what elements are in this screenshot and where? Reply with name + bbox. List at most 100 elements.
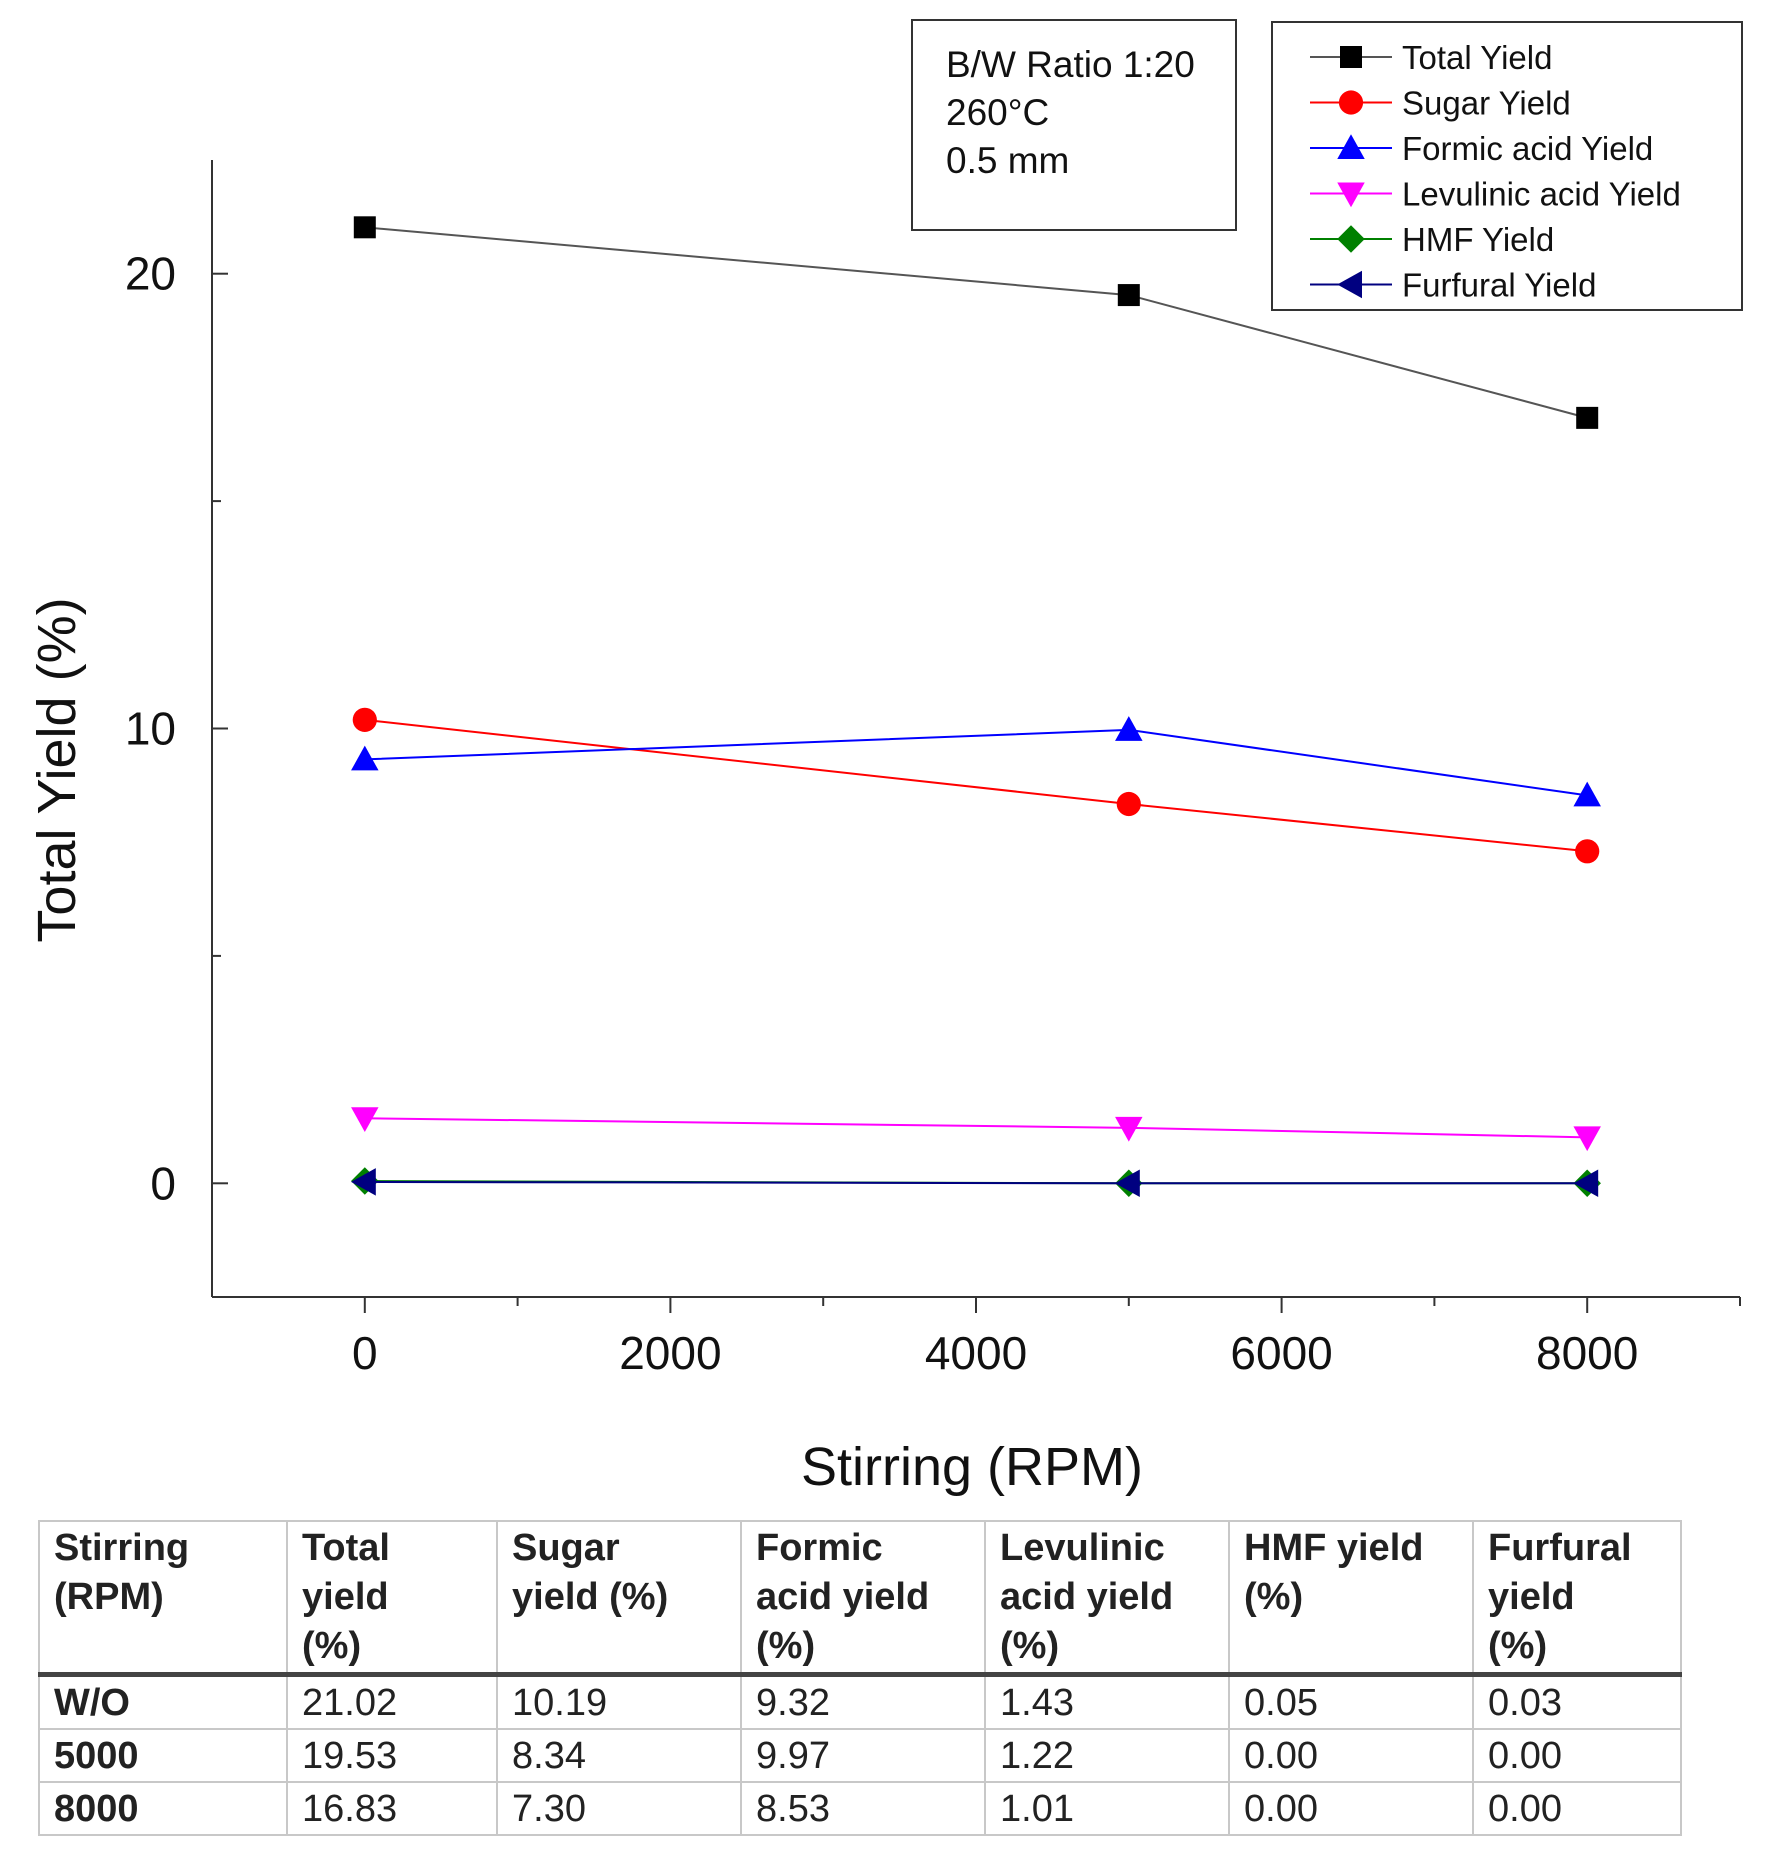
y-tick-label: 20 (125, 248, 176, 300)
x-tick-label: 4000 (925, 1327, 1027, 1379)
table-cell: 0.00 (1472, 1782, 1682, 1836)
data-point (1116, 791, 1141, 817)
axes: 0 2000 4000 6000 8000 0 10 20 (125, 160, 1741, 1379)
table-cell: 0.00 (1228, 1782, 1474, 1836)
table-row: W/O 21.02 10.19 9.32 1.43 0.05 0.03 (38, 1674, 1682, 1730)
table-cell: 0.05 (1228, 1674, 1474, 1730)
series-total-yield (353, 216, 1599, 429)
table-cell: 16.83 (286, 1782, 498, 1836)
table-cell: 1.22 (984, 1729, 1230, 1783)
yield-data-table: Stirring (RPM) Total yield (%) Sugar yield (%)… (38, 1520, 1682, 1836)
yield-data-table-container: Stirring (RPM) Total yield (%) Sugar yield (%)… (38, 1520, 1682, 1836)
header-line: HMF yield (1244, 1527, 1424, 1569)
table-cell: 1.43 (984, 1674, 1230, 1730)
series-layer (351, 216, 1601, 1198)
header-line: Formic (756, 1527, 883, 1569)
legend-marker (1337, 182, 1365, 208)
x-tick-label: 2000 (619, 1327, 721, 1379)
legend-marker (1338, 90, 1364, 115)
header-line: yield (1488, 1576, 1575, 1618)
table-cell: W/O (38, 1674, 288, 1730)
data-point (1576, 406, 1599, 429)
legend-label: Sugar Yield (1402, 85, 1571, 122)
data-point (1115, 1169, 1140, 1198)
table-cell: 8.34 (496, 1729, 742, 1783)
legend-marker (1337, 270, 1362, 299)
table-cell: 10.19 (496, 1674, 742, 1730)
header-line: Sugar (512, 1527, 620, 1569)
table-row: 8000 16.83 7.30 8.53 1.01 0.00 0.00 (38, 1782, 1682, 1836)
table-header-cell: Sugar yield (%) (496, 1520, 742, 1677)
header-line: (%) (1488, 1625, 1548, 1667)
legend-marker (1340, 46, 1362, 68)
series-line (364, 1117, 1588, 1139)
header-line: (%) (1000, 1625, 1060, 1667)
y-tick-label: 0 (150, 1157, 176, 1209)
header-line: yield (%) (512, 1576, 669, 1618)
data-point (1115, 1116, 1143, 1142)
legend-marker (1337, 134, 1365, 159)
data-point (1573, 1169, 1599, 1198)
data-point (1115, 716, 1143, 741)
table-cell: 8.53 (740, 1782, 986, 1836)
header-line: (%) (756, 1625, 816, 1667)
table-header-cell: Furfural yield (%) (1472, 1520, 1682, 1677)
header-line: acid yield (756, 1576, 930, 1618)
table-row: 5000 19.53 8.34 9.97 1.22 0.00 0.00 (38, 1729, 1682, 1783)
condition-size: 0.5 mm (946, 140, 1069, 181)
x-tick-label: 0 (352, 1327, 378, 1379)
table-header-cell: Levulinic acid yield (%) (984, 1520, 1230, 1677)
legend-label: Levulinic acid Yield (1402, 176, 1681, 213)
x-tick-label: 8000 (1536, 1327, 1638, 1379)
table-cell: 8000 (38, 1782, 288, 1836)
x-tick-label: 6000 (1230, 1327, 1332, 1379)
data-point (1575, 839, 1600, 864)
legend: Total Yield Sugar Yield Formic acid Yield L… (1271, 21, 1743, 311)
table-header-cell: HMF yield (%) (1228, 1520, 1474, 1677)
table-cell: 0.00 (1472, 1729, 1682, 1783)
table-cell: 9.32 (740, 1674, 986, 1730)
header-line: yield (302, 1576, 389, 1618)
data-point (351, 745, 379, 771)
legend-label: Formic acid Yield (1402, 130, 1653, 167)
series-furfural-yield (351, 1168, 1599, 1198)
legend-label: Total Yield (1402, 39, 1552, 76)
data-point (351, 1168, 376, 1196)
table-header-row: Stirring (RPM) Total yield (%) Sugar yield (%)… (38, 1520, 1682, 1677)
table-cell: 0.00 (1228, 1729, 1474, 1783)
y-tick-label: 10 (125, 703, 176, 755)
table-cell: 0.03 (1472, 1674, 1682, 1730)
table-header-cell: Total yield (%) (286, 1520, 498, 1677)
yield-chart: 0 2000 4000 6000 8000 0 10 20 Total Yield (%) S… (27, 19, 1743, 1497)
data-point (1117, 284, 1140, 307)
table-cell: 7.30 (496, 1782, 742, 1836)
series-formic-acid-yield (351, 716, 1601, 807)
legend-label: Furfural Yield (1402, 267, 1596, 304)
data-point (351, 1107, 379, 1133)
series-line (364, 718, 1588, 853)
header-line: Levulinic (1000, 1527, 1165, 1569)
table-cell: 21.02 (286, 1674, 498, 1730)
header-line: Total (302, 1527, 390, 1569)
legend-label: HMF Yield (1402, 221, 1554, 258)
y-axis-title: Total Yield (%) (27, 597, 87, 942)
table-cell: 19.53 (286, 1729, 498, 1783)
table-header-cell: Formic acid yield (%) (740, 1520, 986, 1677)
conditions-box: B/W Ratio 1:20 260°C 0.5 mm (911, 19, 1237, 231)
condition-temperature: 260°C (946, 92, 1049, 133)
data-point (353, 216, 376, 239)
table-cell: 1.01 (984, 1782, 1230, 1836)
header-line: Stirring (54, 1527, 190, 1569)
series-line (364, 1180, 1588, 1185)
header-line: (RPM) (54, 1576, 164, 1618)
series-levulinic-acid-yield (351, 1107, 1601, 1152)
data-point (352, 707, 377, 732)
legend-marker (1337, 225, 1365, 253)
series-sugar-yield (352, 707, 1600, 864)
table-cell: 5000 (38, 1729, 288, 1783)
table-header-cell: Stirring (RPM) (38, 1520, 288, 1677)
header-line: acid yield (1000, 1576, 1174, 1618)
x-axis-title: Stirring (RPM) (801, 1437, 1143, 1497)
data-point (1573, 781, 1601, 807)
data-point (1573, 1126, 1601, 1152)
